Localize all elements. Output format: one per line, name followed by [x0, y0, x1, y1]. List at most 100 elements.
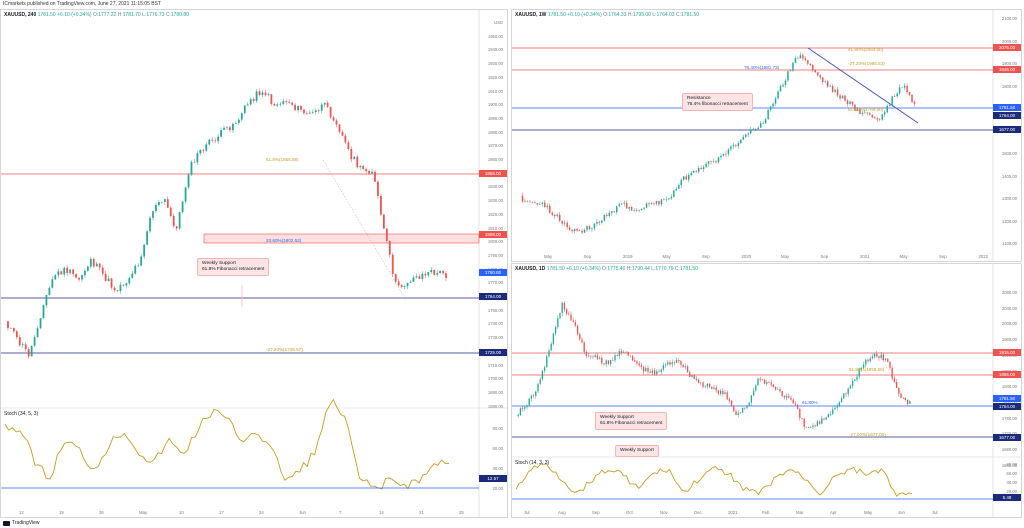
axis-tick-label: 1300.00	[1001, 196, 1017, 201]
price-tag-last: 1781.50	[993, 104, 1021, 111]
candle	[532, 395, 535, 397]
candle	[841, 95, 844, 99]
axis-tick-label: 1930.00	[487, 61, 503, 67]
candle	[573, 228, 576, 232]
candle	[761, 379, 764, 381]
candle	[86, 266, 89, 271]
axis-tick-label: 1720.00	[1002, 431, 1017, 436]
candle	[772, 103, 774, 107]
candle	[397, 281, 400, 286]
candle	[353, 156, 356, 160]
time-tick-label: Sep	[592, 510, 600, 515]
candle	[823, 418, 825, 420]
chart-pane-1w[interactable]: XAUUSD, 1W 1781.50 +6.10 (+0.34%) O:1764…	[511, 9, 1022, 262]
candle	[581, 339, 583, 343]
price-axis[interactable]: 2080.002040.002000.001960.001920.001880.…	[991, 264, 1021, 468]
chart-canvas-1d[interactable]	[512, 264, 1022, 518]
time-axis[interactable]: Jul Aug Sep Oct Nov Dec 2021 Feb Mar Apr May Jun Jul	[512, 508, 991, 517]
candle	[817, 72, 819, 76]
candle	[865, 359, 867, 365]
candle	[891, 96, 893, 105]
candle	[412, 277, 415, 282]
weekly-support-label[interactable]: Weekly Support	[615, 445, 659, 457]
candle	[757, 378, 759, 386]
symbol-label[interactable]: XAUUSD, 1W	[515, 12, 547, 18]
candle	[665, 199, 668, 200]
last-price: 1781.50	[37, 12, 56, 18]
candle	[524, 201, 526, 203]
candle	[804, 58, 807, 61]
candle	[530, 395, 533, 399]
resistance-callout[interactable]: Resistance 76.4% fibonacci retracement	[682, 93, 753, 111]
time-tick-label: Dec	[694, 510, 702, 515]
weekly-support-callout[interactable]: Weekly Support 61.8% Fibonacci retraceme…	[595, 412, 668, 430]
candle	[223, 127, 225, 130]
candle	[10, 328, 12, 329]
candle	[821, 77, 824, 83]
candle	[614, 355, 616, 361]
axis-tick-label: 1710.00	[487, 362, 503, 368]
tradingview-brand[interactable]: TradingView	[3, 520, 40, 526]
candle	[673, 190, 675, 197]
candle	[607, 360, 610, 365]
candle	[252, 99, 255, 101]
candle	[876, 353, 878, 357]
candle	[645, 203, 648, 208]
candle	[638, 210, 640, 211]
weekly-support-callout[interactable]: Weekly Support 61.8% Fibonacci retraceme…	[197, 258, 270, 276]
time-tick-label: 2021	[728, 510, 738, 515]
candle	[347, 142, 350, 149]
candle	[702, 167, 705, 170]
time-axis[interactable]: 12 19 26 May 10 17 24 Jun 7 14 21 25	[1, 508, 477, 517]
chart-canvas-4h[interactable]	[1, 10, 508, 518]
candle	[683, 176, 685, 180]
candle	[279, 103, 282, 105]
candle	[537, 383, 539, 392]
candle	[415, 276, 418, 278]
candle	[187, 174, 190, 188]
candle	[365, 169, 368, 172]
time-tick-label: Sep	[702, 254, 710, 259]
candle	[814, 425, 816, 427]
chart-pane-1d[interactable]: XAUUSD, 1D 1781.50 +6.10 (+0.34%) O:1775…	[511, 263, 1022, 518]
candle	[261, 92, 264, 96]
candle	[735, 411, 737, 415]
candle	[695, 170, 697, 172]
candle	[792, 62, 794, 71]
candle	[867, 359, 869, 362]
stoch-indicator-label[interactable]: Stoch (34, 5, 3)	[4, 411, 39, 417]
candle	[794, 58, 797, 63]
price-tag-last: 1781.50	[993, 395, 1021, 402]
candle	[675, 188, 678, 191]
stoch-line	[515, 463, 913, 497]
candle	[519, 408, 522, 415]
candle	[673, 362, 676, 363]
candle	[306, 113, 308, 114]
symbol-label[interactable]: XAUUSD, 1D	[515, 266, 546, 272]
candle	[727, 149, 730, 155]
candle	[578, 230, 581, 232]
candle	[680, 179, 683, 186]
candle	[107, 278, 110, 282]
time-tick-label: 17	[219, 510, 224, 515]
candle	[36, 328, 39, 338]
chart-pane-4h[interactable]: XAUUSD, 240 1781.50 +6.10 (+0.34%) O:177…	[0, 9, 508, 518]
chart-canvas-1w[interactable]	[512, 10, 1022, 262]
candle	[557, 318, 559, 328]
time-axis[interactable]: May Sep 2019 May Sep 2020 May Sep 2021 May Sep 2022	[512, 252, 991, 261]
candle	[568, 227, 571, 230]
candle	[264, 92, 267, 95]
symbol-label[interactable]: XAUUSD, 240	[4, 12, 37, 18]
candle	[746, 405, 748, 408]
candle	[642, 366, 645, 372]
candle	[898, 387, 900, 394]
candle	[350, 148, 353, 160]
price-tag-1764: 1764.00	[993, 112, 1021, 119]
stoch-indicator-label[interactable]: Stoch (14, 3, 3)	[515, 460, 550, 466]
axis-tick-label: 20.00	[1006, 489, 1017, 494]
candle	[792, 399, 794, 404]
candle	[742, 136, 745, 140]
candle	[645, 367, 647, 372]
candle	[400, 285, 403, 288]
candle	[78, 277, 80, 280]
